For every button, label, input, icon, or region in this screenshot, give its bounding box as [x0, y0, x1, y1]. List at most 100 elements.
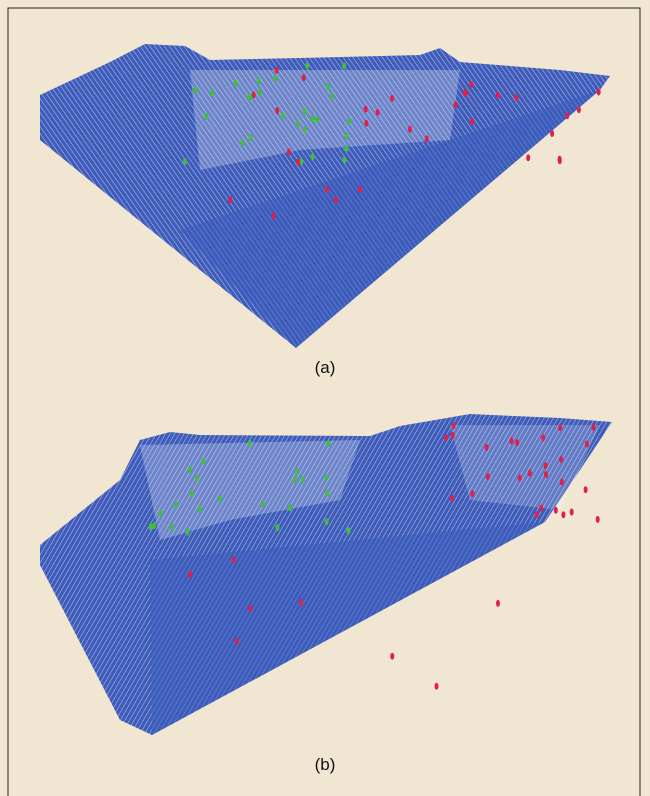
- marker: [249, 134, 253, 141]
- marker: [248, 605, 252, 612]
- marker: [470, 118, 474, 125]
- marker: [347, 118, 351, 125]
- marker: [183, 158, 187, 165]
- marker: [345, 132, 349, 139]
- marker: [343, 156, 347, 163]
- marker: [559, 456, 563, 463]
- marker: [170, 524, 174, 531]
- marker: [558, 424, 562, 431]
- marker: [544, 471, 548, 478]
- marker: [539, 504, 543, 511]
- marker: [218, 496, 222, 503]
- marker: [299, 599, 303, 606]
- marker: [486, 473, 490, 480]
- page: (a) (b) (() => { const data = JSON.parse…: [0, 0, 650, 796]
- marker: [234, 80, 238, 87]
- marker: [515, 439, 519, 446]
- caption: (a): [315, 358, 336, 377]
- marker: [228, 196, 232, 203]
- marker: [358, 186, 362, 193]
- marker: [325, 186, 329, 193]
- marker: [496, 600, 500, 607]
- marker: [485, 444, 489, 451]
- marker: [561, 511, 565, 518]
- marker: [258, 89, 262, 96]
- marker: [247, 94, 251, 101]
- marker: [558, 157, 562, 164]
- marker: [326, 83, 330, 90]
- marker: [452, 422, 456, 429]
- marker: [450, 495, 454, 502]
- marker: [188, 571, 192, 578]
- marker: [518, 475, 522, 482]
- figure: (a) (b): [0, 0, 650, 796]
- marker: [275, 67, 279, 74]
- marker: [303, 108, 307, 115]
- marker: [451, 432, 455, 439]
- marker: [288, 504, 292, 511]
- marker: [570, 509, 574, 516]
- marker: [591, 424, 595, 431]
- marker: [272, 212, 276, 219]
- marker: [231, 557, 235, 564]
- marker: [596, 516, 600, 523]
- marker: [296, 159, 300, 166]
- marker: [408, 126, 412, 133]
- marker: [193, 87, 197, 94]
- marker: [435, 683, 439, 690]
- marker: [296, 120, 300, 127]
- marker: [528, 470, 532, 477]
- marker: [205, 113, 209, 120]
- marker: [324, 474, 328, 481]
- marker: [303, 127, 307, 134]
- marker: [510, 437, 514, 444]
- marker: [315, 116, 319, 123]
- marker: [597, 89, 601, 96]
- marker: [325, 518, 329, 525]
- marker: [190, 490, 194, 497]
- marker: [584, 486, 588, 493]
- marker: [334, 196, 338, 203]
- marker: [342, 63, 346, 70]
- marker: [565, 112, 569, 119]
- marker: [261, 501, 265, 508]
- marker: [273, 75, 277, 82]
- marker: [550, 130, 554, 137]
- marker: [186, 529, 190, 536]
- marker: [425, 135, 429, 142]
- marker: [325, 490, 329, 497]
- marker: [453, 102, 457, 109]
- marker: [174, 502, 178, 509]
- marker: [152, 522, 156, 529]
- marker: [327, 440, 331, 447]
- marker: [496, 92, 500, 99]
- marker: [275, 524, 279, 531]
- marker: [301, 476, 305, 483]
- marker: [364, 120, 368, 127]
- marker: [295, 468, 299, 475]
- marker: [275, 107, 279, 114]
- marker: [535, 511, 539, 518]
- marker: [554, 507, 558, 514]
- marker: [541, 434, 545, 441]
- marker: [347, 527, 351, 534]
- caption: (b): [315, 755, 336, 774]
- marker: [560, 479, 564, 486]
- marker: [201, 458, 205, 465]
- marker: [195, 475, 199, 482]
- marker: [241, 139, 245, 146]
- marker: [198, 506, 202, 513]
- marker: [390, 95, 394, 102]
- marker: [311, 153, 315, 160]
- marker: [376, 109, 380, 116]
- marker: [585, 441, 589, 448]
- marker: [210, 89, 214, 96]
- marker: [252, 91, 256, 98]
- marker: [257, 78, 261, 85]
- marker: [311, 115, 315, 122]
- marker: [514, 94, 518, 101]
- marker: [302, 74, 306, 81]
- marker: [344, 145, 348, 152]
- marker: [235, 638, 239, 645]
- marker: [544, 462, 548, 469]
